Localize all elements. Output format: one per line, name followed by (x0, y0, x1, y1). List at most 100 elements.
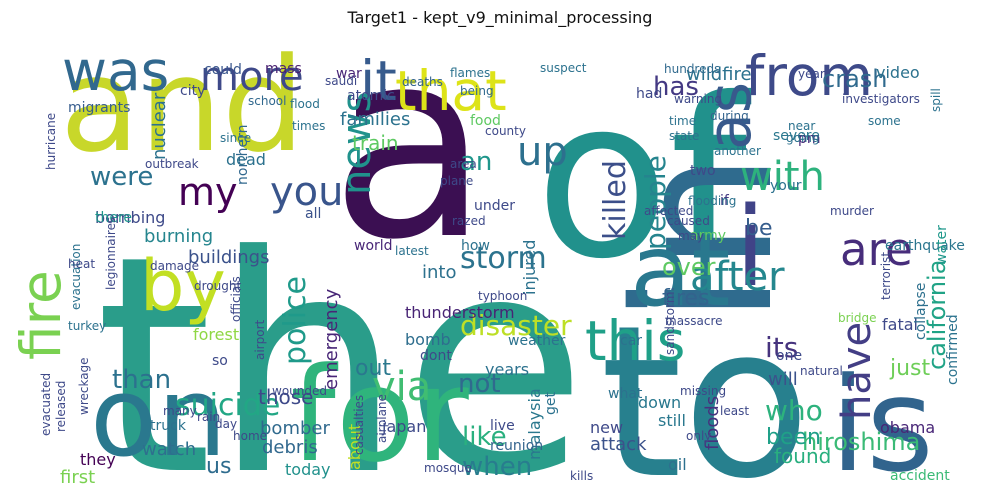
cloud-word-over: over (662, 253, 716, 281)
cloud-word-suicide: suicide (175, 388, 280, 423)
cloud-word-kills: kills (570, 469, 593, 483)
cloud-word-still: still (658, 411, 686, 430)
cloud-word-dont: dont (420, 348, 452, 364)
cloud-word-this: this (585, 309, 685, 373)
cloud-word-flames: flames (450, 66, 490, 80)
cloud-word-under: under (474, 198, 515, 214)
cloud-word-plane: plane (440, 174, 473, 188)
cloud-word-will: will (768, 369, 798, 390)
cloud-word-disaster: disaster (460, 309, 572, 342)
cloud-word-all: all (305, 206, 321, 222)
cloud-word-an: an (460, 147, 492, 177)
cloud-word-killed: killed (598, 160, 633, 240)
cloud-word-fires: fires (662, 286, 709, 311)
cloud-word-murder: murder (830, 204, 874, 218)
cloud-word-sandstorm: sandstorm (663, 291, 677, 355)
cloud-word-school: school (248, 94, 286, 108)
cloud-word-down: down (638, 393, 681, 412)
cloud-word-massacre: massacre (665, 314, 723, 328)
cloud-word-food: food (470, 113, 501, 129)
cloud-word-police: police (278, 276, 313, 365)
cloud-word-investigators: investigators (842, 92, 920, 106)
cloud-word-turkey: turkey (68, 319, 106, 333)
cloud-word-razed: razed (452, 214, 486, 228)
cloud-word-train: train (352, 131, 399, 155)
cloud-word-during: during (710, 109, 749, 123)
cloud-word-families: families (340, 109, 410, 130)
cloud-word-how: how (461, 238, 490, 254)
cloud-word-are: are (840, 223, 913, 276)
cloud-word-malaysia: malaysia (525, 388, 544, 460)
cloud-word-i: i (735, 183, 766, 311)
cloud-word-hundreds: hundreds (664, 62, 720, 76)
cloud-word-thunderstorm: thunderstorm (405, 303, 515, 322)
cloud-word-get: get (543, 392, 559, 416)
cloud-word-accident: accident (890, 468, 950, 484)
cloud-word-after: after (690, 254, 785, 300)
cloud-word-floods: floods (702, 396, 723, 450)
cloud-word-county: county (485, 124, 526, 138)
cloud-word-a: a (330, 0, 489, 297)
cloud-word-it: it (360, 49, 397, 113)
cloud-word-many: many (163, 404, 197, 418)
cloud-word-rain: rain (197, 410, 220, 424)
cloud-word-truck: truck (150, 418, 187, 434)
cloud-word-there: there (95, 210, 132, 226)
cloud-word-missing: missing (680, 384, 726, 398)
cloud-word-one: one (776, 348, 802, 364)
cloud-word-the: the (95, 192, 587, 500)
cloud-word-be: be (745, 216, 773, 241)
cloud-word-another: another (714, 144, 761, 158)
cloud-word-about: about (345, 424, 364, 470)
cloud-word-people: people (639, 155, 672, 250)
cloud-word-flood: flood (290, 97, 320, 111)
cloud-word-collapse: collapse (913, 283, 929, 340)
cloud-word-if: if (720, 193, 730, 209)
cloud-word-flooding: flooding (688, 194, 736, 208)
cloud-word-bomber: bomber (260, 418, 330, 439)
cloud-word-state: state (669, 129, 699, 143)
cloud-word-damage: damage (150, 259, 199, 273)
cloud-word-emergency: emergency (321, 288, 342, 390)
cloud-word-wildfire: wildfire (686, 64, 752, 85)
cloud-word-officials: officials (229, 276, 243, 322)
cloud-word-army: army (690, 228, 726, 244)
cloud-word-your: your (770, 178, 802, 194)
cloud-word-in: in (594, 152, 815, 325)
cloud-word-year: year (798, 67, 825, 81)
cloud-word-hurricane: hurricane (44, 113, 58, 170)
cloud-word-not: not (458, 369, 501, 399)
cloud-word-released: released (54, 381, 68, 432)
cloud-word-us: us (206, 454, 231, 479)
cloud-word-severe: severe (773, 128, 820, 144)
cloud-word-spill: spill (929, 88, 943, 112)
cloud-word-bomb: bomb (405, 330, 451, 349)
cloud-word-has: has (653, 72, 699, 102)
cloud-word-fatal: fatal (882, 315, 918, 334)
cloud-word-california: california (923, 260, 951, 370)
cloud-word-by: by (140, 245, 226, 327)
cloud-word-out: out (355, 356, 391, 381)
cloud-word-fire: fire (9, 270, 73, 360)
cloud-word-affected: affected (644, 204, 693, 218)
cloud-word-live: live (490, 418, 515, 434)
cloud-word-water: water (934, 225, 950, 265)
cloud-word-years: years (485, 360, 529, 379)
cloud-word-for: for (290, 339, 469, 491)
chart-title: Target1 - kept_v9_minimal_processing (347, 8, 653, 27)
cloud-word-pm: pm (798, 131, 821, 147)
cloud-word-you: you (270, 169, 344, 215)
cloud-word-mass: mass (265, 61, 302, 77)
cloud-word-up: up (517, 129, 568, 175)
cloud-word-what: what (608, 386, 643, 402)
cloud-word-of: of (535, 51, 752, 307)
cloud-word-from: from (745, 44, 873, 108)
cloud-word-been: been (766, 425, 821, 450)
cloud-word-crash: crash (822, 65, 887, 93)
cloud-word-legionnaires: legionnaires (104, 217, 118, 290)
cloud-word-bridge: bridge (838, 311, 877, 325)
cloud-word-two: two (690, 163, 716, 179)
cloud-word-found: found (774, 444, 831, 468)
cloud-word-watch: watch (142, 439, 196, 460)
cloud-word-northern: northern (235, 124, 251, 185)
